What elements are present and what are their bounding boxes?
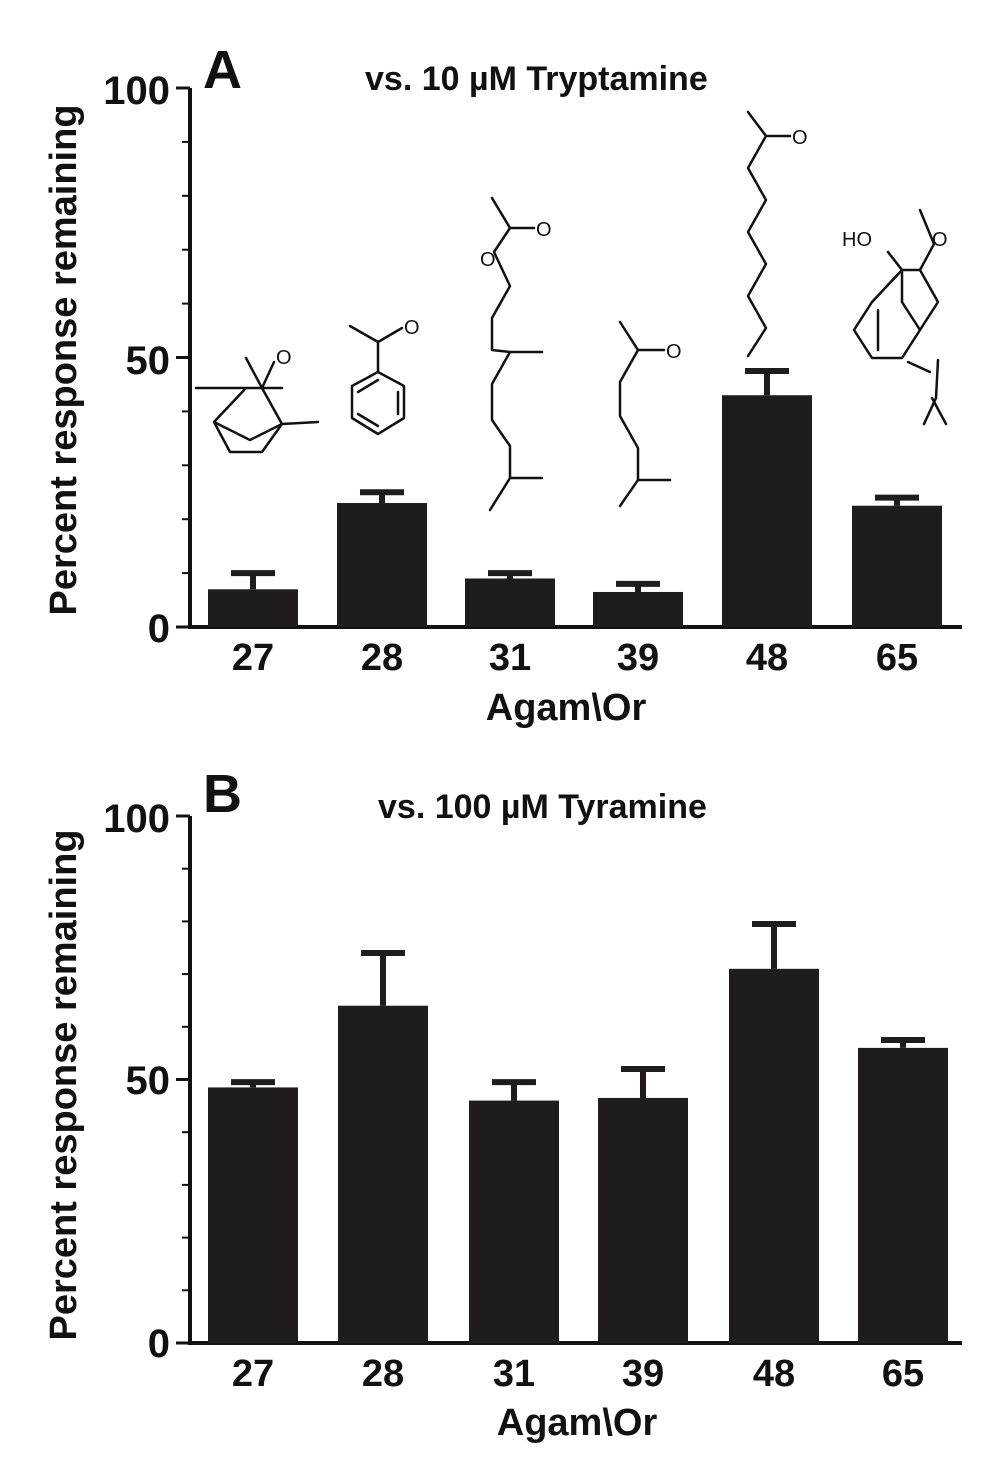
panel-a-ylabel: Percent response remaining: [43, 104, 85, 615]
panel-a-error-bar-48: [745, 367, 789, 396]
panel-b-ylabel: Percent response remaining: [43, 829, 85, 1340]
panel-b-bars: [208, 921, 948, 1343]
panel-b-xtick-65: 65: [882, 1353, 924, 1395]
panel-b-ytick-50: 50: [126, 1059, 171, 1103]
panel-a-xtick-39: 39: [617, 637, 659, 679]
panel-a-ytick-50: 50: [126, 339, 171, 383]
panel-b-error-bar-31: [492, 1079, 536, 1101]
panel-b-xtick-27: 27: [232, 1353, 274, 1395]
panel-a-xtick-48: 48: [746, 637, 788, 679]
panel-a-xtick-31: 31: [489, 637, 531, 679]
panel-a-bar-39: [593, 591, 683, 627]
panel-b-bar-65: [858, 1047, 948, 1343]
structure-geranyl-acetate-label-1: O: [536, 219, 552, 241]
panel-b-error-bar-28: [361, 950, 405, 1006]
structure-acetophenone-label: O: [404, 317, 420, 339]
panel-a-title: vs. 10 µM Tryptamine: [365, 60, 708, 98]
panel-a-error-bar-31: [488, 570, 532, 579]
panel-b-letter: B: [203, 764, 242, 824]
panel-a-error-bar-65: [875, 494, 919, 506]
panel-b-xtick-31: 31: [493, 1353, 535, 1395]
structure-camphor-label: O: [276, 347, 292, 369]
panel-a-xtick-27: 27: [232, 637, 274, 679]
structure-methylheptenone: O: [618, 320, 682, 508]
panel-a-bar-28: [337, 503, 427, 627]
structure-geranyl-acetate-label-2: O: [480, 249, 496, 271]
panel-b-error-bar-65: [881, 1036, 925, 1048]
structure-nonanone-label: O: [792, 127, 808, 149]
structure-acetophenone: O: [348, 317, 420, 436]
panel-b-title: vs. 100 µM Tyramine: [378, 788, 707, 826]
panel-a-bar-27: [208, 589, 298, 627]
panel-a-error-bar-27: [231, 570, 275, 590]
structure-camphor: O: [194, 347, 320, 454]
panel-b-bar-31: [469, 1100, 559, 1343]
panel-a-ytick-100: 100: [103, 69, 170, 113]
panel-b: B vs. 100 µM Tyramine Percent response r…: [43, 764, 962, 1444]
panel-b-x-tick-labels: 27 28 31 39 48 65: [232, 1353, 924, 1395]
panel-b-xlabel: Agam\Or: [497, 1402, 658, 1444]
panel-b-xtick-39: 39: [622, 1353, 664, 1395]
structure-nonanone: O: [746, 110, 808, 358]
panel-a-xlabel: Agam\Or: [486, 687, 647, 729]
panel-b-bar-48: [729, 968, 819, 1343]
panel-b-ytick-0: 0: [148, 1322, 170, 1366]
structure-eugenol-label-o: O: [932, 229, 948, 251]
panel-a-xtick-28: 28: [361, 637, 403, 679]
panel-a-ytick-0: 0: [148, 607, 170, 651]
panel-a-bar-31: [465, 578, 555, 627]
panel-a: A vs. 10 µM Tryptamine Percent response …: [43, 40, 962, 729]
panel-b-bar-39: [598, 1097, 688, 1343]
panel-a-bar-65: [852, 505, 942, 627]
panel-a-xtick-65: 65: [876, 637, 918, 679]
structure-eugenol: HO O: [842, 208, 948, 426]
panel-b-error-bar-39: [621, 1065, 665, 1098]
panel-a-error-bar-28: [360, 489, 404, 504]
panel-a-ticks: [176, 86, 190, 629]
panel-b-bar-27: [208, 1087, 298, 1343]
panel-a-letter: A: [203, 40, 242, 100]
panel-b-error-bar-48: [752, 921, 796, 969]
panel-b-xtick-28: 28: [362, 1353, 404, 1395]
panel-a-error-bar-39: [616, 580, 660, 592]
structure-geranyl-acetate: O O: [480, 196, 552, 512]
panel-b-ticks: [176, 814, 190, 1345]
panel-b-xtick-48: 48: [753, 1353, 795, 1395]
panel-b-ytick-100: 100: [103, 797, 170, 841]
structure-methylheptenone-label: O: [666, 341, 682, 363]
panel-a-bar-48: [722, 395, 812, 627]
panel-b-error-bar-27: [231, 1079, 275, 1088]
panel-a-x-tick-labels: 27 28 31 39 48 65: [232, 637, 918, 679]
panel-a-bars: [208, 367, 942, 627]
panel-b-bar-28: [338, 1005, 428, 1343]
structure-eugenol-label-oh: HO: [842, 229, 872, 251]
